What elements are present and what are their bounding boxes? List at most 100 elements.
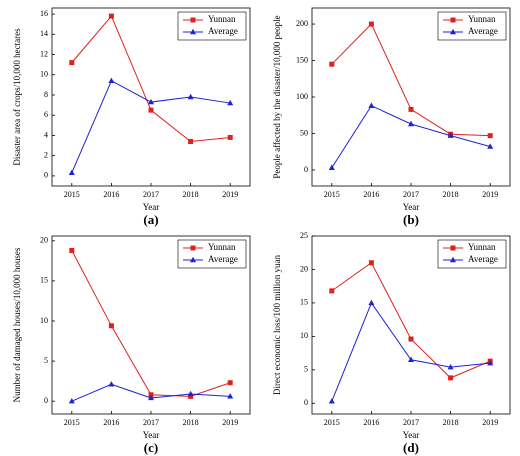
marker <box>68 169 75 176</box>
marker <box>148 107 154 113</box>
marker <box>328 398 335 404</box>
x-tick-label: 2015 <box>64 418 80 427</box>
legend-label: Yunnan <box>468 242 496 252</box>
marker <box>227 134 233 140</box>
subplot: 0 5 10 15 20 25 2015 2016 2017 2018 2019 Year(d) Dir… <box>272 231 511 455</box>
x-tick-label: 2019 <box>222 190 238 199</box>
y-axis-label: Direct economic loss/100 million yuan <box>272 255 282 395</box>
x-tick-label: 2016 <box>103 418 119 427</box>
marker <box>487 143 494 149</box>
marker <box>108 381 115 387</box>
y-tick-label: 12 <box>40 49 48 58</box>
marker <box>190 256 196 263</box>
panel-label: (b) <box>403 212 419 227</box>
y-tick-label: 6 <box>44 110 48 119</box>
x-tick-label: 2017 <box>143 418 159 427</box>
y-tick-label: 0 <box>44 396 48 405</box>
marker <box>368 102 375 108</box>
marker <box>487 359 494 366</box>
x-tick-label: 2017 <box>143 190 159 199</box>
y-tick-label: 0 <box>304 165 308 174</box>
legend-label: Average <box>468 254 498 264</box>
marker <box>408 356 414 362</box>
y-tick-label: 25 <box>300 231 308 240</box>
marker <box>448 375 454 381</box>
legend-label: Yunnan <box>468 14 496 24</box>
marker <box>148 392 154 398</box>
x-tick-label: 2018 <box>183 418 199 427</box>
y-tick-label: 14 <box>40 29 48 38</box>
legend-box <box>437 11 507 41</box>
series-line <box>331 301 491 402</box>
x-axis-label: Year <box>143 202 160 212</box>
legend-box <box>437 239 507 269</box>
subplot: 0 2 4 6 8 10 12 14 16 2015 2016 2017 2018 2019 Year(a)… <box>12 7 251 227</box>
legend-box <box>177 239 247 269</box>
y-tick-label: 5 <box>44 356 48 365</box>
marker <box>227 99 234 106</box>
marker <box>408 336 414 342</box>
x-tick-label: 2016 <box>103 190 119 199</box>
marker <box>450 17 456 23</box>
marker <box>408 120 414 127</box>
y-tick-label: 100 <box>296 92 308 101</box>
panel-label: (d) <box>403 440 419 455</box>
marker <box>148 98 154 105</box>
series-line <box>331 105 491 169</box>
x-tick-label: 2015 <box>324 418 340 427</box>
marker <box>487 133 493 139</box>
marker <box>329 61 335 67</box>
marker <box>450 256 456 263</box>
x-tick-label: 2017 <box>403 418 419 427</box>
series-line <box>71 80 231 174</box>
y-tick-label: 20 <box>40 236 48 245</box>
y-tick-label: 15 <box>300 298 308 307</box>
x-axis-label: Year <box>143 430 160 440</box>
x-tick-label: 2019 <box>482 418 498 427</box>
marker <box>447 363 454 370</box>
marker <box>190 245 196 251</box>
x-tick-label: 2018 <box>443 418 459 427</box>
x-tick-label: 2015 <box>64 190 80 199</box>
y-tick-label: 20 <box>300 264 308 273</box>
y-tick-label: 15 <box>40 276 48 285</box>
marker <box>227 393 234 399</box>
subplot: 0 50 100 150 200 2015 2016 2017 2018 2019 Year(b) P… <box>272 7 511 227</box>
legend-label: Yunnan <box>208 14 236 24</box>
marker <box>368 299 375 306</box>
marker <box>368 260 374 266</box>
y-axis-label: People affected by the disaster/10,000 p… <box>272 15 282 178</box>
y-tick-label: 10 <box>40 316 48 325</box>
y-axis-label: Disaster area of crops/10,000 hectares <box>12 28 22 166</box>
marker <box>368 21 374 27</box>
y-tick-label: 0 <box>44 171 48 180</box>
marker <box>190 17 196 23</box>
marker <box>69 60 75 66</box>
legend-label: Average <box>208 26 238 36</box>
marker <box>187 390 194 397</box>
y-tick-label: 200 <box>296 19 308 28</box>
y-tick-label: 50 <box>300 128 308 137</box>
series-line <box>331 23 491 137</box>
marker <box>328 164 335 170</box>
marker <box>108 323 114 329</box>
marker <box>108 13 114 19</box>
x-tick-label: 2015 <box>324 190 340 199</box>
y-tick-label: 5 <box>304 365 308 374</box>
y-tick-label: 10 <box>300 331 308 340</box>
panel-label: (a) <box>143 212 158 227</box>
marker <box>450 245 456 251</box>
x-tick-label: 2019 <box>222 418 238 427</box>
marker <box>447 132 454 138</box>
marker <box>188 393 194 399</box>
x-tick-label: 2018 <box>183 190 199 199</box>
y-tick-label: 4 <box>44 130 48 139</box>
legend-label: Yunnan <box>208 242 236 252</box>
y-tick-label: 8 <box>44 90 48 99</box>
y-axis-label: Number of damaged houses/10,000 houses <box>12 247 22 402</box>
marker <box>188 139 194 144</box>
legend-label: Average <box>208 254 238 264</box>
x-axis-label: Year <box>403 430 420 440</box>
x-tick-label: 2019 <box>482 190 498 199</box>
